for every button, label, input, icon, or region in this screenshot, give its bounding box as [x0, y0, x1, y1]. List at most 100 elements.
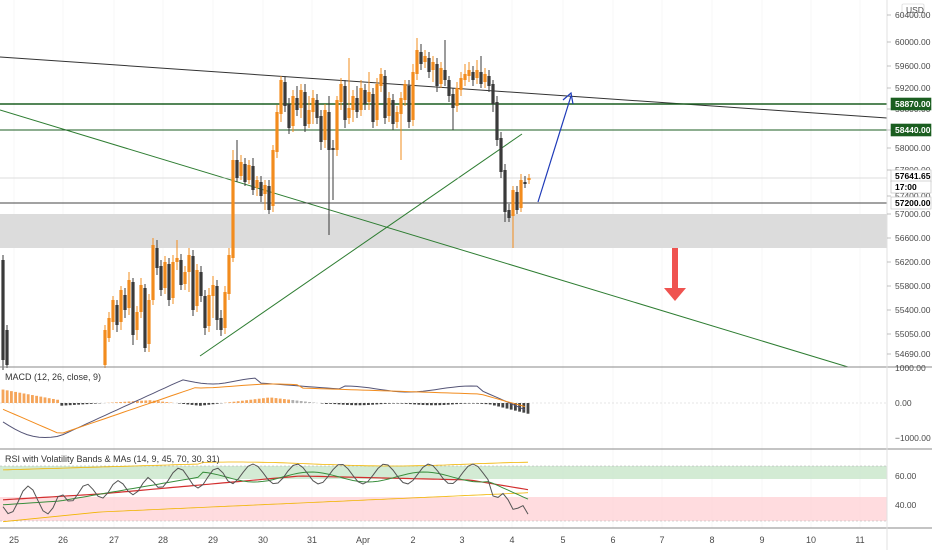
- macd-bar: [299, 401, 303, 403]
- price-label: 17:00: [890, 180, 932, 194]
- candle: [275, 112, 279, 152]
- macd-bar: [253, 399, 257, 403]
- macd-bar: [190, 403, 194, 405]
- macd-bar: [488, 403, 492, 405]
- macd-bar: [140, 400, 143, 403]
- candle: [307, 110, 311, 124]
- time-tick: 30: [258, 535, 268, 545]
- upper-trendline[interactable]: [0, 56, 888, 119]
- macd-bar: [182, 403, 185, 404]
- candle: [335, 100, 339, 150]
- macd-bar: [346, 403, 349, 405]
- candle: [527, 178, 531, 180]
- candle: [447, 80, 451, 96]
- candle: [315, 100, 319, 118]
- candle: [211, 285, 215, 296]
- rsi-fast-ma: [2, 471, 529, 506]
- macd-bar: [85, 403, 89, 405]
- candle: [203, 296, 207, 328]
- candle: [343, 86, 347, 120]
- price-tick: 58000.00: [895, 143, 931, 153]
- projection-arrow-up[interactable]: [537, 91, 574, 203]
- macd-bar: [73, 403, 76, 405]
- candle: [379, 74, 383, 86]
- ascending-trendline[interactable]: [199, 133, 523, 357]
- currency-label[interactable]: USD: [901, 3, 925, 17]
- macd-bar: [375, 403, 379, 405]
- macd-bar: [64, 403, 68, 406]
- macd-bar: [77, 403, 80, 405]
- candle: [215, 286, 219, 320]
- time-tick: 29: [208, 535, 218, 545]
- time-axis[interactable]: 25 26 27 28 29 30 31 Apr 2 3 4 5 6 7 8 9 10 11: [9, 535, 865, 545]
- macd-bar: [295, 400, 299, 403]
- macd-bar: [350, 403, 353, 406]
- macd-bar: [367, 403, 370, 405]
- candle: [231, 160, 235, 258]
- candle: [103, 330, 107, 365]
- candle: [263, 185, 267, 194]
- macd-bar: [43, 397, 47, 403]
- red-down-arrow[interactable]: [664, 248, 686, 301]
- macd-bar: [89, 403, 93, 404]
- candle: [235, 160, 239, 178]
- macd-bar: [266, 397, 269, 403]
- candle: [287, 104, 291, 128]
- macd-bar: [287, 399, 290, 403]
- price-label-text: 57200.00: [895, 198, 931, 208]
- candle: [135, 312, 139, 330]
- price-tick: 57400.00: [895, 191, 931, 201]
- time-tick: 31: [307, 535, 317, 545]
- price-label: 58440.00: [890, 123, 932, 137]
- macd-bar: [14, 391, 17, 403]
- candle: [139, 285, 143, 312]
- macd-tick: −1000.00: [895, 433, 931, 443]
- rsi-tick: 60.00: [895, 471, 917, 481]
- macd-bar: [497, 403, 500, 407]
- macd-bar: [157, 401, 160, 403]
- candle: [395, 112, 399, 122]
- macd-bar: [526, 403, 530, 414]
- candle: [291, 96, 295, 126]
- candle: [467, 70, 471, 76]
- macd-bar: [354, 403, 358, 406]
- macd-bar: [161, 401, 164, 403]
- macd-bar: [207, 403, 211, 405]
- price-tick: 54690.00: [895, 349, 931, 359]
- macd-bar: [522, 403, 526, 413]
- candle: [175, 258, 179, 262]
- candle: [507, 210, 511, 218]
- candle: [155, 248, 159, 268]
- macd-bar: [304, 401, 307, 403]
- candle: [439, 68, 443, 84]
- macd-bar: [257, 398, 261, 403]
- macd-signal-line: [2, 383, 526, 434]
- support-zone: [0, 214, 887, 248]
- descending-trendline[interactable]: [0, 109, 849, 368]
- macd-bar: [413, 403, 416, 405]
- macd-bar: [81, 403, 85, 405]
- macd-bar: [446, 403, 450, 405]
- candle: [347, 108, 351, 118]
- macd-bar: [425, 403, 429, 406]
- candle: [451, 94, 455, 108]
- macd-bar: [396, 403, 400, 404]
- candle: [1, 260, 5, 360]
- macd-bar: [383, 403, 387, 404]
- candle: [399, 98, 403, 114]
- macd-bar: [5, 390, 9, 403]
- macd-axis: 1000.00 0.00 −1000.00: [895, 363, 931, 443]
- macd-line: [2, 377, 526, 439]
- macd-bar: [262, 398, 265, 403]
- macd-bar: [232, 401, 236, 403]
- candle: [459, 78, 463, 90]
- candle: [427, 58, 431, 72]
- main-grid: [13, 0, 861, 528]
- macd-bar: [329, 403, 332, 404]
- macd-bar: [18, 392, 22, 403]
- macd-bar: [283, 399, 286, 403]
- candle: [115, 305, 119, 325]
- candle: [131, 282, 135, 335]
- price-tick: 60000.00: [895, 37, 931, 47]
